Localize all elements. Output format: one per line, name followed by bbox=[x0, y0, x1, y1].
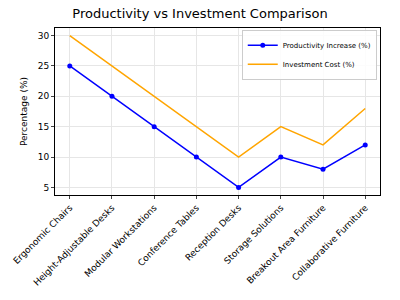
svg-text:Productivity vs Investment Com: Productivity vs Investment Comparison bbox=[72, 6, 327, 21]
svg-text:25: 25 bbox=[38, 61, 49, 71]
svg-text:Breakout Area Furniture: Breakout Area Furniture bbox=[245, 202, 328, 285]
svg-text:Ergonomic Chairs: Ergonomic Chairs bbox=[11, 203, 74, 266]
svg-text:20: 20 bbox=[38, 91, 50, 101]
svg-text:15: 15 bbox=[38, 122, 49, 132]
svg-text:Collaborative Furniture: Collaborative Furniture bbox=[290, 203, 370, 283]
svg-text:Percentage (%): Percentage (%) bbox=[19, 77, 29, 146]
svg-text:10: 10 bbox=[38, 152, 50, 162]
svg-text:Conference Tables: Conference Tables bbox=[136, 203, 201, 268]
svg-text:5: 5 bbox=[43, 183, 49, 193]
svg-text:Reception Desks: Reception Desks bbox=[183, 203, 243, 263]
svg-text:Investment Cost (%): Investment Cost (%) bbox=[283, 61, 355, 69]
svg-text:Storage Solutions: Storage Solutions bbox=[222, 203, 285, 266]
svg-text:30: 30 bbox=[38, 31, 50, 41]
svg-text:Productivity Increase (%): Productivity Increase (%) bbox=[283, 42, 371, 50]
svg-text:Height-Adjustable Desks: Height-Adjustable Desks bbox=[32, 203, 117, 288]
svg-text:Modular Workstations: Modular Workstations bbox=[83, 203, 159, 279]
